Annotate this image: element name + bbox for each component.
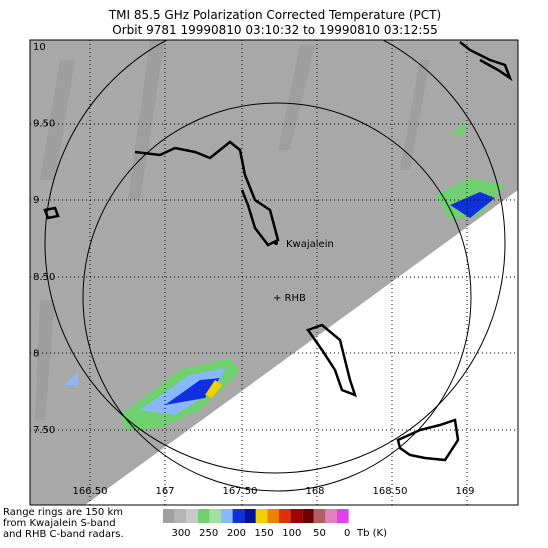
colorbar-swatch (267, 509, 279, 523)
colorbar-label: 300 (171, 528, 190, 539)
range-ring (44, 40, 506, 474)
x-tick-label: 167 (155, 486, 174, 497)
x-tick-label: 166.50 (73, 486, 108, 497)
y-tick-label: 9.50 (33, 119, 55, 130)
colorbar-swatch (325, 509, 337, 523)
colorbar-swatch (290, 509, 303, 523)
colorbar-label: 100 (282, 528, 301, 539)
note-line: and RHB C-band radars. (3, 529, 124, 540)
colorbar-label: 0 (344, 528, 350, 539)
colorbar-swatch (302, 509, 314, 523)
title: TMI 85.5 GHz Polarization Corrected Temp… (108, 8, 441, 22)
colorbar-swatch (313, 509, 326, 523)
colorbar-swatch (174, 509, 187, 523)
colorbar-label: 200 (227, 528, 246, 539)
colorbar-swatch (221, 509, 233, 523)
colorbar-swatch (209, 509, 221, 523)
y-tick-label: 8 (33, 348, 39, 359)
place-label: Kwajalein (286, 239, 334, 250)
note-line: Range rings are 150 km (3, 507, 123, 518)
colorbar-swatch (186, 509, 198, 523)
colorbar-swatch (337, 509, 349, 523)
y-tick-label: 9 (33, 195, 39, 206)
y-tick-label: 7.50 (33, 425, 55, 436)
x-tick-label: 168.50 (373, 486, 408, 497)
y-tick-label: 10 (33, 42, 46, 53)
subtitle: Orbit 9781 19990810 03:10:32 to 19990810… (112, 23, 437, 37)
grid (30, 40, 518, 505)
islands (43, 41, 513, 462)
colorbar-swatch (244, 509, 256, 523)
y-tick-label: 8.50 (33, 272, 55, 283)
x-tick-label: 167.50 (223, 486, 258, 497)
colorbar (163, 509, 349, 523)
note-line: from Kwajalein S-band (3, 518, 116, 529)
colorbar-swatch (232, 509, 245, 523)
satellite-swath (30, 40, 518, 505)
range-ring (82, 102, 472, 492)
kwajalein-marker (274, 241, 278, 245)
colorbar-swatch (163, 509, 175, 523)
swath-texture (35, 40, 430, 420)
colorbar-swatch (255, 509, 268, 523)
colorbar-label: 250 (199, 528, 218, 539)
colorbar-swatch (279, 509, 291, 523)
frame (29, 39, 519, 506)
colorbar-unit: Tb (K) (356, 528, 387, 539)
map-area: Kwajalein + RHB (30, 40, 518, 505)
colorbar-label: 150 (255, 528, 274, 539)
precip-patches (65, 122, 505, 430)
x-tick-label: 168 (305, 486, 324, 497)
place-label: + RHB (273, 293, 306, 304)
x-tick-label: 169 (455, 486, 474, 497)
colorbar-label: 50 (313, 528, 326, 539)
colorbar-swatch (197, 509, 210, 523)
